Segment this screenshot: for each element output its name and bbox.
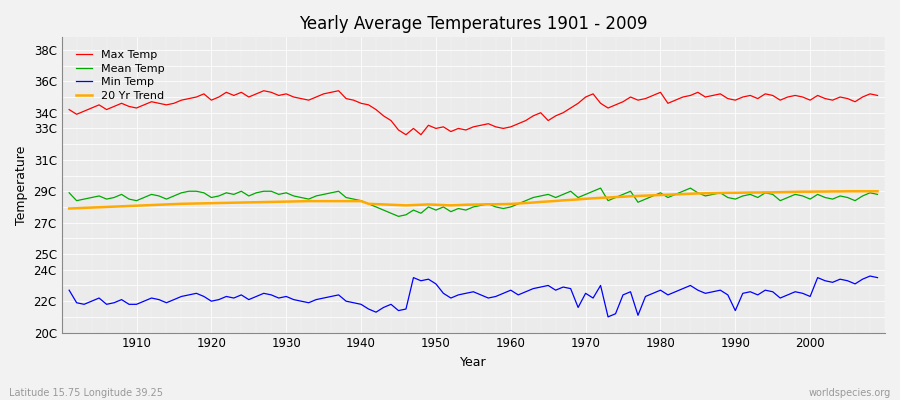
20 Yr Trend xyxy=(288,199,299,204)
Max Temp xyxy=(872,93,883,98)
Min Temp xyxy=(872,275,883,280)
20 Yr Trend xyxy=(595,196,606,200)
Y-axis label: Temperature: Temperature xyxy=(15,145,28,225)
Min Temp xyxy=(64,288,75,292)
Max Temp xyxy=(520,118,531,123)
Min Temp xyxy=(865,274,876,278)
Max Temp xyxy=(610,102,621,107)
Legend: Max Temp, Mean Temp, Min Temp, 20 Yr Trend: Max Temp, Mean Temp, Min Temp, 20 Yr Tre… xyxy=(71,46,169,105)
20 Yr Trend xyxy=(333,199,344,204)
Mean Temp xyxy=(595,186,606,190)
Title: Yearly Average Temperatures 1901 - 2009: Yearly Average Temperatures 1901 - 2009 xyxy=(299,15,648,33)
20 Yr Trend xyxy=(872,189,883,194)
Max Temp xyxy=(64,107,75,112)
Max Temp xyxy=(400,132,411,137)
20 Yr Trend xyxy=(498,202,508,206)
20 Yr Trend xyxy=(506,202,517,206)
Min Temp xyxy=(603,314,614,319)
Min Temp xyxy=(498,291,508,296)
Min Temp xyxy=(506,288,517,292)
Min Temp xyxy=(288,297,299,302)
Mean Temp xyxy=(123,197,134,202)
Min Temp xyxy=(595,283,606,288)
Text: worldspecies.org: worldspecies.org xyxy=(809,388,891,398)
Mean Temp xyxy=(393,214,404,219)
Line: Max Temp: Max Temp xyxy=(69,91,878,135)
Mean Temp xyxy=(506,204,517,209)
20 Yr Trend xyxy=(64,206,75,211)
Mean Temp xyxy=(872,192,883,197)
Max Temp xyxy=(123,104,134,109)
Text: Latitude 15.75 Longitude 39.25: Latitude 15.75 Longitude 39.25 xyxy=(9,388,163,398)
X-axis label: Year: Year xyxy=(460,356,487,369)
Line: 20 Yr Trend: 20 Yr Trend xyxy=(69,191,878,208)
20 Yr Trend xyxy=(123,204,134,208)
Min Temp xyxy=(333,292,344,297)
Mean Temp xyxy=(513,202,524,206)
Max Temp xyxy=(258,88,269,93)
Max Temp xyxy=(296,96,307,101)
Line: Min Temp: Min Temp xyxy=(69,276,878,317)
Mean Temp xyxy=(333,189,344,194)
Max Temp xyxy=(341,96,352,101)
Mean Temp xyxy=(610,195,621,200)
Mean Temp xyxy=(64,190,75,195)
Min Temp xyxy=(123,302,134,307)
20 Yr Trend xyxy=(842,189,853,194)
Mean Temp xyxy=(288,194,299,198)
Max Temp xyxy=(513,121,524,126)
Line: Mean Temp: Mean Temp xyxy=(69,188,878,216)
